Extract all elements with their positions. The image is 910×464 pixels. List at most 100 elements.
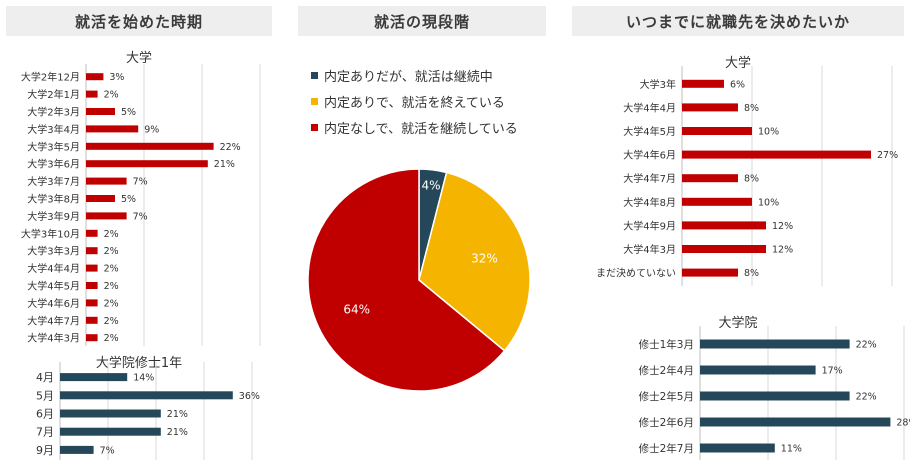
bar [86, 90, 98, 98]
category-label: 大学4年6月 [623, 149, 676, 162]
chart-title-grad-start: 大学院修士1年 [95, 356, 183, 371]
bar [682, 268, 738, 277]
category-label: 大学3年4月 [27, 123, 80, 136]
bar [86, 316, 98, 324]
category-label: 大学4年4月 [623, 101, 676, 114]
data-label: 12% [772, 221, 793, 232]
bar [86, 125, 139, 133]
data-label: 8% [744, 174, 759, 185]
data-label: 2% [104, 90, 119, 101]
chart-title-grad-decide: 大学院 [718, 316, 758, 331]
bar [60, 391, 233, 400]
bar [86, 212, 127, 220]
bar [682, 79, 724, 88]
data-label: 10% [758, 127, 779, 138]
data-label: 5% [121, 107, 136, 118]
data-label: 28% [896, 418, 910, 429]
data-label: 8% [744, 103, 759, 114]
data-label: 11% [781, 444, 802, 455]
category-label: 大学4年5月 [27, 280, 80, 293]
bar [86, 108, 115, 115]
data-label: 22% [220, 142, 241, 153]
category-label: 大学4年3月 [27, 332, 80, 345]
category-label: 大学3年10月 [21, 227, 80, 240]
category-label: 大学3年3月 [27, 245, 80, 258]
data-label: 12% [772, 245, 793, 256]
data-label: 27% [877, 150, 898, 161]
chart-title-undergrad-decide: 大学 [724, 56, 751, 71]
header-start-time: 就活を始めた時期 [6, 6, 272, 36]
legend-label-3: 内定なしで、就活を継続している [324, 122, 518, 137]
legend-swatch-1 [311, 72, 318, 79]
bar [682, 103, 738, 112]
bar [682, 150, 871, 159]
category-label: 大学4年7月 [623, 172, 676, 185]
bar [60, 445, 94, 454]
data-label: 7% [100, 445, 115, 456]
category-label: 修士2年5月 [639, 390, 694, 403]
legend-label-1: 内定ありだが、就活は継続中 [324, 70, 493, 85]
category-label: 修士2年6月 [639, 416, 694, 429]
bar [86, 264, 98, 272]
category-label: 大学3年7月 [27, 175, 80, 188]
bar [86, 299, 98, 307]
category-label: 4月 [36, 371, 54, 384]
bar [86, 73, 104, 81]
bar [700, 339, 850, 349]
category-label: 9月 [36, 444, 54, 457]
legend-swatch-3 [311, 124, 318, 131]
category-label: 大学3年 [640, 78, 676, 91]
category-label: 大学4年4月 [27, 262, 80, 275]
category-label: 5月 [36, 389, 54, 402]
data-label: 17% [822, 366, 843, 377]
data-label: 3% [109, 72, 124, 83]
category-label: 7月 [36, 426, 54, 439]
bar [60, 409, 161, 418]
category-label: 大学2年12月 [21, 71, 80, 84]
data-label: 21% [167, 427, 188, 438]
category-label: 大学4年9月 [623, 219, 676, 232]
legend-item-1: 内定ありだが、就活は継続中 [311, 66, 493, 85]
category-label: 大学3年8月 [27, 193, 80, 206]
category-label: 修士2年4月 [639, 364, 694, 377]
data-label: 9% [144, 124, 159, 135]
slice-label: 64% [343, 302, 370, 316]
bar [86, 142, 214, 150]
bar [682, 197, 752, 206]
data-label: 10% [758, 197, 779, 208]
pie-slice [418, 171, 531, 352]
pie-slice [307, 168, 506, 392]
category-label: 大学4年8月 [623, 196, 676, 209]
data-label: 2% [104, 264, 119, 275]
data-label: 2% [104, 246, 119, 257]
bar [86, 229, 98, 237]
data-label: 14% [133, 373, 154, 384]
category-label: 大学3年9月 [27, 210, 80, 223]
slice-label: 4% [421, 178, 440, 192]
chart-title-undergrad-start: 大学 [125, 51, 152, 66]
bar [86, 177, 127, 185]
bar [700, 365, 816, 375]
category-label: 大学2年1月 [27, 88, 80, 101]
bar [86, 282, 98, 289]
category-label: まだ決めていない [596, 268, 676, 280]
data-label: 21% [214, 159, 235, 170]
data-label: 7% [133, 211, 148, 222]
category-label: 大学2年3月 [27, 106, 80, 119]
bar [682, 127, 752, 135]
data-label: 8% [744, 268, 759, 279]
category-label: 大学4年5月 [623, 125, 676, 138]
data-label: 5% [121, 194, 136, 205]
category-label: 大学3年5月 [27, 140, 80, 153]
bar [682, 245, 766, 253]
data-label: 21% [167, 409, 188, 420]
bar [700, 443, 775, 453]
bar [682, 221, 766, 230]
category-label: 大学4年7月 [27, 314, 80, 327]
bar [700, 417, 891, 427]
data-label: 22% [856, 340, 877, 351]
